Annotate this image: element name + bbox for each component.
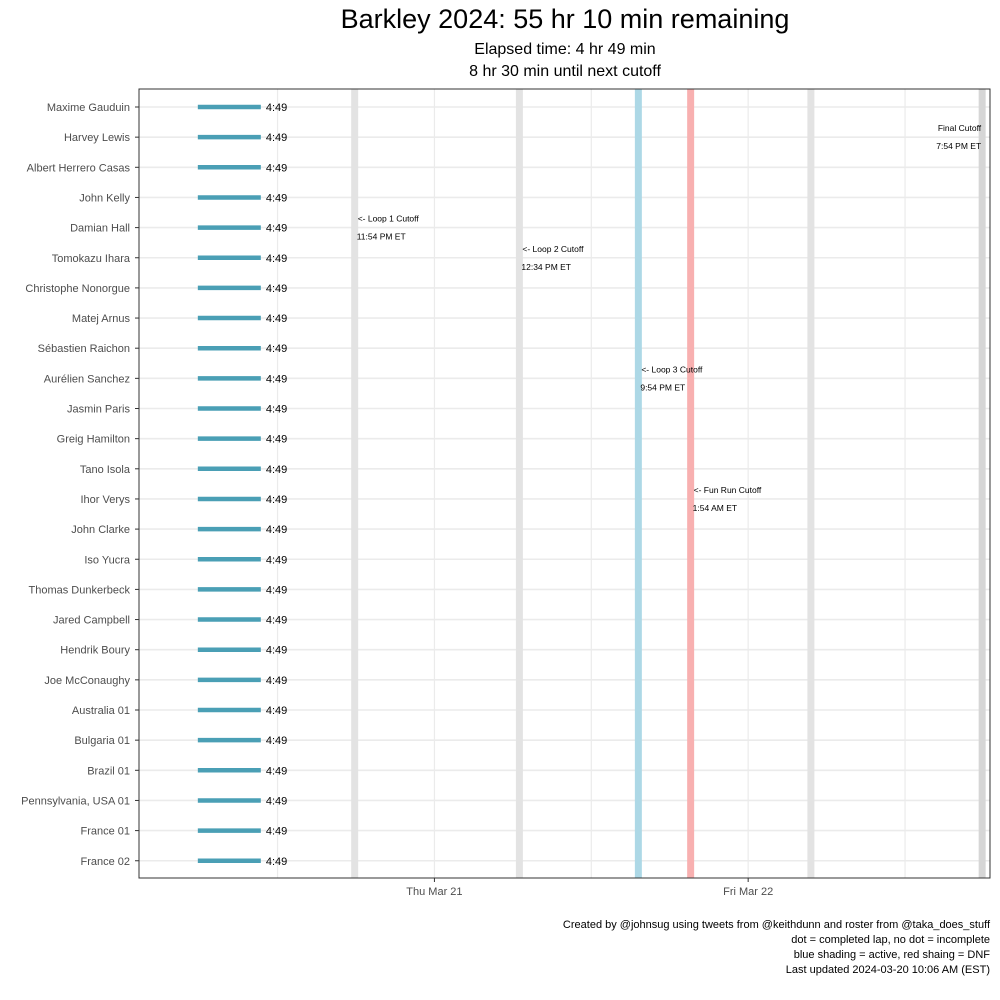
runner-elapsed-label: 4:49 <box>266 524 287 536</box>
runner-name-label: Ihor Verys <box>80 494 130 506</box>
runner-name-label: Iso Yucra <box>84 554 131 566</box>
runner-elapsed-label: 4:49 <box>266 343 287 355</box>
runner-name-label: John Clarke <box>71 524 130 536</box>
runner-name-label: Joe McConaughy <box>44 675 130 687</box>
runner-elapsed-label: 4:49 <box>266 404 287 416</box>
runner-name-label: Aurélien Sanchez <box>44 373 130 385</box>
caption-line-3: blue shading = active, red shaing = DNF <box>794 949 991 961</box>
runner-elapsed-label: 4:49 <box>266 765 287 777</box>
cutoff-time-label: 7:54 PM ET <box>936 141 981 151</box>
runner-elapsed-label: 4:49 <box>266 162 287 174</box>
runner-name-label: Pennsylvania, USA 01 <box>21 795 130 807</box>
cutoff-time-label: 9:54 PM ET <box>640 382 685 392</box>
runner-elapsed-label: 4:49 <box>266 826 287 838</box>
runner-elapsed-label: 4:49 <box>266 615 287 627</box>
runner-name-label: Australia 01 <box>72 705 130 717</box>
cutoff-name-label: <- Loop 1 Cutoff <box>358 214 420 224</box>
caption-line-1: Created by @johnsug using tweets from @k… <box>563 919 991 931</box>
runner-name-label: Matej Arnus <box>72 313 131 325</box>
runner-name-label: Brazil 01 <box>87 765 130 777</box>
cutoff-time-label: 1:54 AM ET <box>693 503 737 513</box>
runner-name-label: Damian Hall <box>70 223 130 235</box>
runner-elapsed-label: 4:49 <box>266 102 287 114</box>
cutoff-name-label: <- Fun Run Cutoff <box>694 485 762 495</box>
runner-name-label: Bulgaria 01 <box>74 735 130 747</box>
x-tick-label: Thu Mar 21 <box>406 886 462 898</box>
runner-name-label: Tano Isola <box>80 464 131 476</box>
chart-subtitle-line-1: Elapsed time: 4 hr 49 min <box>474 41 655 58</box>
runner-name-label: Jared Campbell <box>53 615 130 627</box>
caption-line-2: dot = completed lap, no dot = incomplete <box>791 934 990 946</box>
cutoff-name-label: Final Cutoff <box>938 123 982 133</box>
runner-elapsed-label: 4:49 <box>266 283 287 295</box>
runner-elapsed-label: 4:49 <box>266 675 287 687</box>
runner-elapsed-label: 4:49 <box>266 373 287 385</box>
runner-elapsed-label: 4:49 <box>266 795 287 807</box>
plot-area: 4:49 Maxime Gauduin 4:49 Harvey Lewis 4:49 Al… <box>21 88 991 898</box>
runner-name-label: Jasmin Paris <box>67 404 130 416</box>
caption-line-4: Last updated 2024-03-20 10:06 AM (EST) <box>786 964 990 976</box>
runner-elapsed-label: 4:49 <box>266 584 287 596</box>
runner-elapsed-label: 4:49 <box>266 705 287 717</box>
runner-name-label: Greig Hamilton <box>57 434 130 446</box>
runner-elapsed-label: 4:49 <box>266 434 287 446</box>
runner-elapsed-label: 4:49 <box>266 735 287 747</box>
runner-elapsed-label: 4:49 <box>266 645 287 657</box>
runner-elapsed-label: 4:49 <box>266 464 287 476</box>
cutoff-name-label: <- Loop 3 Cutoff <box>641 364 703 374</box>
chart-subtitle-line-2: 8 hr 30 min until next cutoff <box>469 63 661 80</box>
runner-name-label: Thomas Dunkerbeck <box>29 584 131 596</box>
runner-elapsed-label: 4:49 <box>266 313 287 325</box>
plot-background <box>139 89 990 878</box>
runner-elapsed-label: 4:49 <box>266 856 287 868</box>
runner-name-label: France 01 <box>80 826 130 838</box>
runner-name-label: France 02 <box>80 856 130 868</box>
chart-title: Barkley 2024: 55 hr 10 min remaining <box>341 4 790 34</box>
cutoff-name-label: <- Loop 2 Cutoff <box>522 244 584 254</box>
runner-name-label: Christophe Nonorgue <box>25 283 130 295</box>
cutoff-time-label: 11:54 PM ET <box>357 232 406 242</box>
runner-elapsed-label: 4:49 <box>266 192 287 204</box>
runner-name-label: Albert Herrero Casas <box>27 162 131 174</box>
runner-name-label: Hendrik Boury <box>60 645 130 657</box>
cutoff-time-label: 12:34 PM ET <box>521 262 571 272</box>
runner-name-label: Sébastien Raichon <box>38 343 130 355</box>
runner-elapsed-label: 4:49 <box>266 554 287 566</box>
x-tick-label: Fri Mar 22 <box>723 886 773 898</box>
runner-name-label: Tomokazu Ihara <box>52 253 131 265</box>
runner-elapsed-label: 4:49 <box>266 132 287 144</box>
plot-border <box>138 88 991 879</box>
runner-name-label: Maxime Gauduin <box>47 102 130 114</box>
runner-name-label: Harvey Lewis <box>64 132 131 144</box>
runner-elapsed-label: 4:49 <box>266 223 287 235</box>
runner-elapsed-label: 4:49 <box>266 494 287 506</box>
runner-name-label: John Kelly <box>79 192 130 204</box>
runner-elapsed-label: 4:49 <box>266 253 287 265</box>
